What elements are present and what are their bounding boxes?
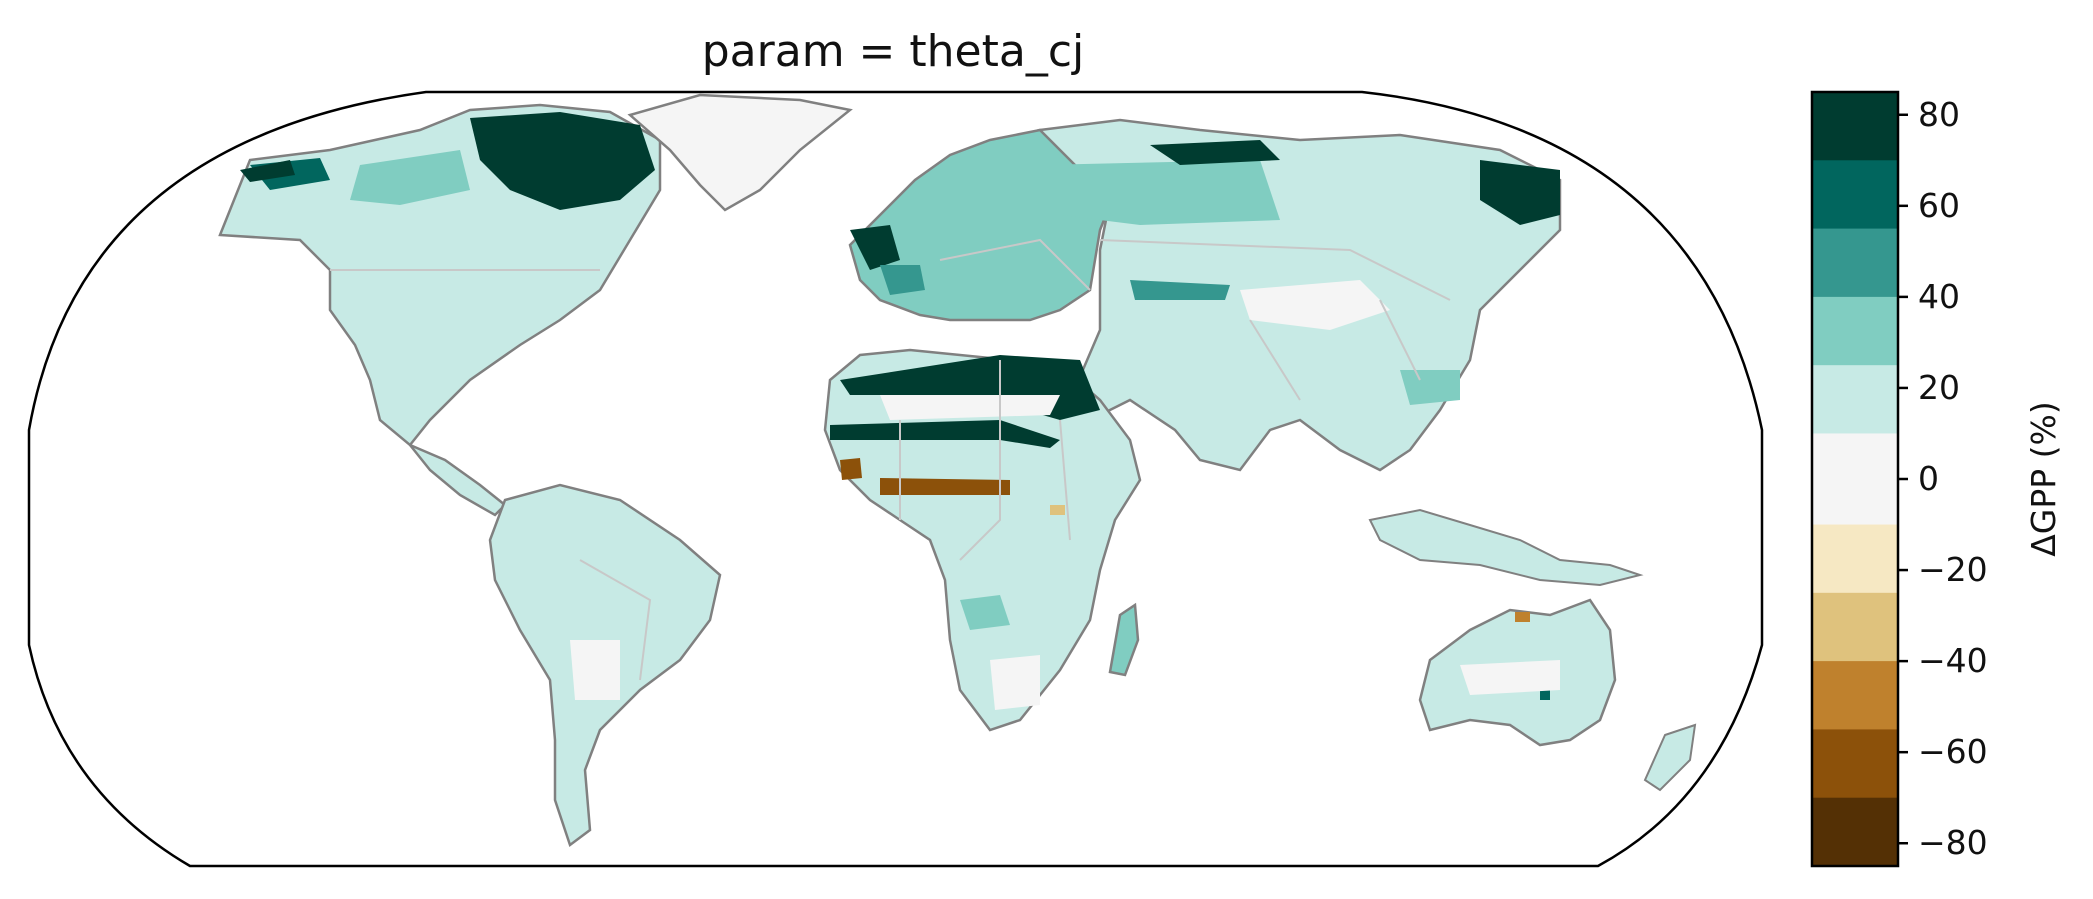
colorbar-bin [1812,92,1898,161]
colorbar-bin [1812,296,1898,366]
high-change-patches [240,112,1560,710]
gpp-change-raster [218,93,1697,848]
colorbar-tick-label: 60 [1918,186,1960,225]
colorbar-bins [1812,92,1898,867]
colorbar-tick-label: 80 [1918,95,1960,134]
southeast-asia-islands [1368,508,1644,587]
colorbar-ticks: 80 60 40 20 0 −20 −40 −60 −80 [1898,95,1988,862]
colorbar-tick-label: −80 [1918,823,1988,862]
colorbar-bin [1812,729,1898,799]
colorbar-tick-label: 40 [1918,277,1960,316]
colorbar-tick-label: 20 [1918,368,1960,407]
colorbar-bin [1812,160,1898,230]
colorbar-bin [1812,661,1898,730]
new-zealand-landmass [1643,723,1697,792]
colorbar-label: ΔGPP (%) [2024,401,2063,557]
country-borders [330,238,1451,681]
greenland-landmass [627,93,853,212]
colorbar-bin [1812,797,1898,867]
map-boundary [27,90,1764,868]
colorbar-bin [1812,365,1898,434]
colorbar-tick-label: −20 [1918,550,1988,589]
central-america-landmass [409,443,507,517]
map-title: param = theta_cj [702,26,1085,77]
colorbar-bin [1812,524,1898,594]
colorbar-bin [1812,592,1898,662]
madagascar-landmass [1108,602,1140,677]
colorbar: 80 60 40 20 0 −20 −40 −60 −80 ΔGPP (%) [1810,90,2063,868]
colorbar-tick-label: −40 [1918,641,1988,680]
colorbar-bin [1812,228,1898,298]
world-map [27,90,1764,868]
colorbar-bin [1812,433,1898,526]
colorbar-tick-label: 0 [1918,459,1939,498]
colorbar-tick-label: −60 [1918,732,1988,771]
